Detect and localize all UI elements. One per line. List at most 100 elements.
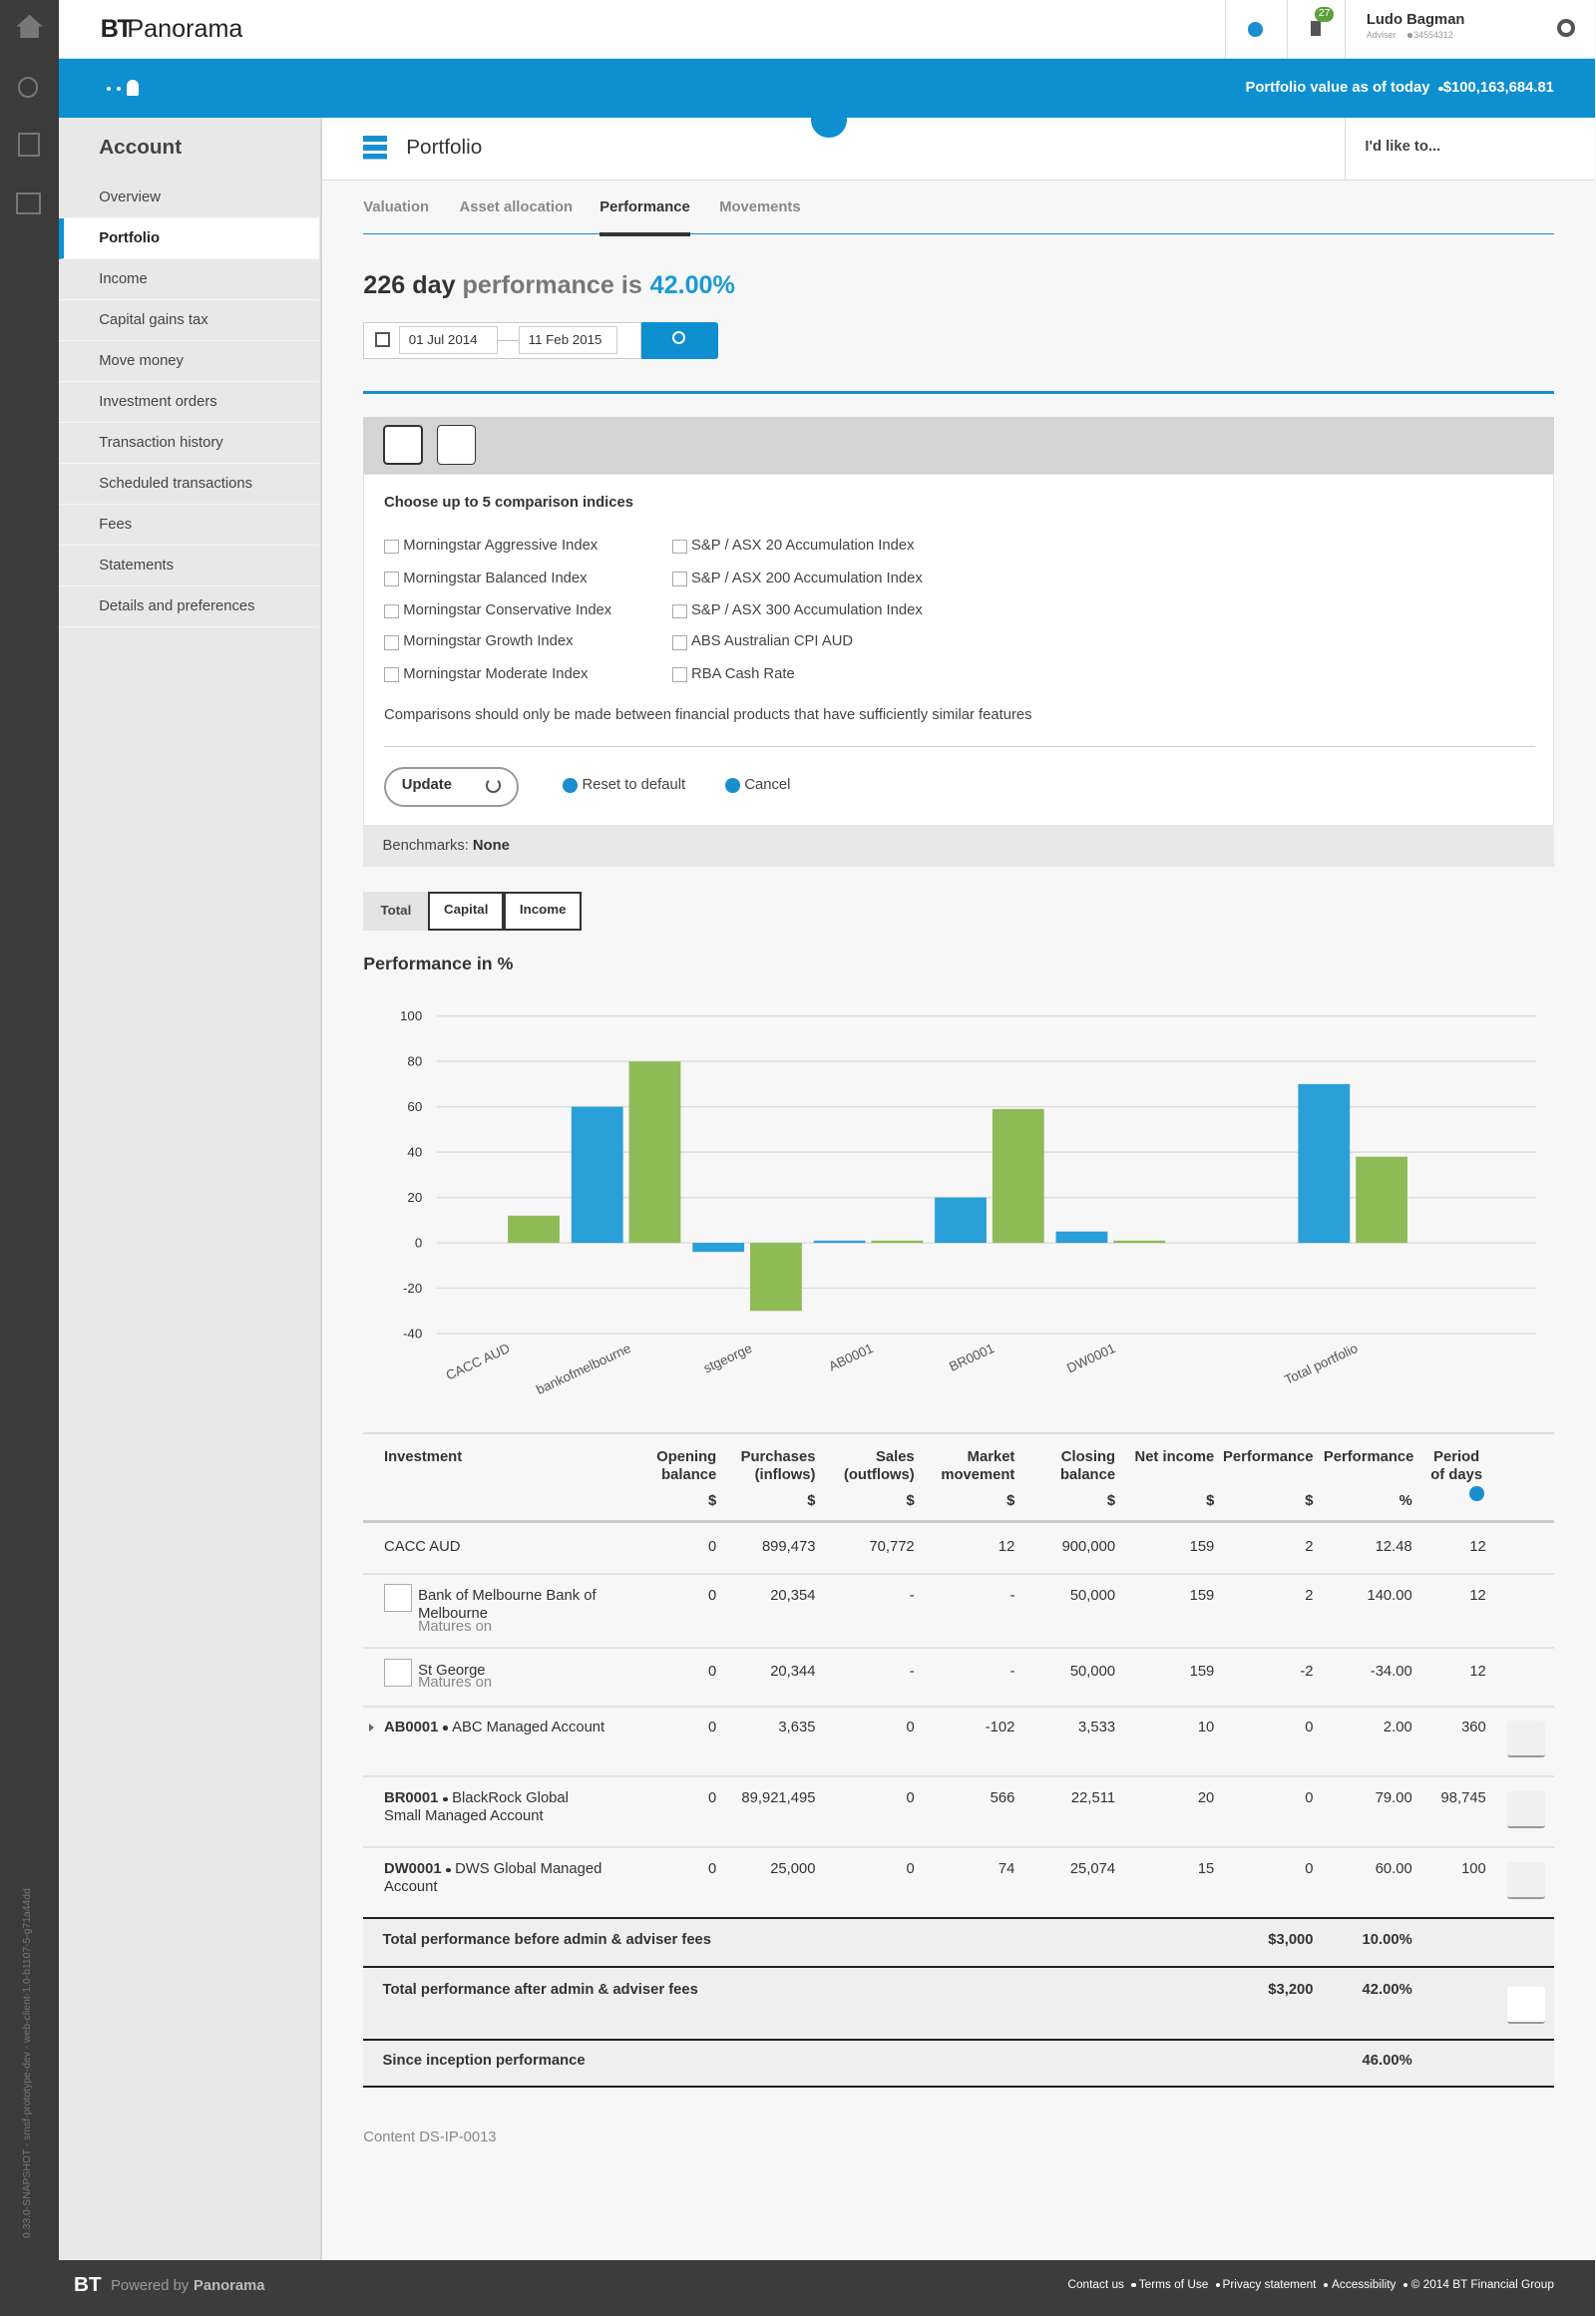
index-label[interactable]: ABS Australian CPI AUD bbox=[691, 633, 854, 650]
y-tick-label: 40 bbox=[408, 1145, 423, 1160]
checkbox[interactable] bbox=[671, 634, 687, 650]
reset-link[interactable]: Reset to default bbox=[582, 776, 686, 793]
holding-icon bbox=[384, 1659, 413, 1688]
page-title: Portfolio bbox=[406, 136, 483, 160]
checkbox[interactable] bbox=[671, 667, 687, 683]
separator-dot bbox=[1131, 2282, 1136, 2288]
checkbox[interactable] bbox=[384, 634, 399, 650]
settings-icon[interactable] bbox=[1556, 19, 1575, 38]
checkbox[interactable] bbox=[384, 539, 399, 555]
menu-icon[interactable] bbox=[363, 136, 387, 160]
cell: 140.00 bbox=[1367, 1588, 1412, 1604]
tab[interactable]: Movements bbox=[719, 198, 801, 215]
search-icon[interactable] bbox=[17, 77, 39, 98]
total-label: Total performance before admin & adviser… bbox=[382, 1932, 712, 1949]
footer-powered: Powered by bbox=[111, 2277, 190, 2294]
footer-link[interactable]: Terms of Use bbox=[1138, 2277, 1209, 2292]
help-icon[interactable] bbox=[1248, 22, 1264, 37]
nav-item-bg[interactable] bbox=[59, 259, 319, 301]
view-toggle[interactable]: Income bbox=[503, 892, 583, 931]
tasks-icon[interactable] bbox=[17, 133, 40, 157]
expand-arrow[interactable] bbox=[369, 1724, 375, 1733]
nav-item[interactable]: Income bbox=[99, 270, 148, 287]
nav-item-bg[interactable] bbox=[59, 586, 319, 628]
action-menu[interactable]: I'd like to... bbox=[1365, 139, 1441, 156]
nav-item[interactable]: Capital gains tax bbox=[99, 311, 208, 328]
docs-icon[interactable] bbox=[16, 192, 42, 214]
separator-dot bbox=[1323, 2282, 1329, 2288]
checkbox[interactable] bbox=[384, 667, 399, 683]
index-label[interactable]: S&P / ASX 20 Accumulation Index bbox=[691, 538, 915, 555]
date-to[interactable]: 11 Feb 2015 bbox=[518, 326, 617, 355]
tab[interactable]: Valuation bbox=[363, 198, 430, 215]
chart: -40 -20 0 20 40 60 80 100 CACC AUD bankofmelbourn… bbox=[400, 1008, 1537, 1397]
nav-item[interactable]: Overview bbox=[99, 189, 161, 205]
nav-item[interactable]: Investment orders bbox=[99, 393, 217, 410]
collapse-toggle[interactable] bbox=[811, 102, 847, 138]
nav-item[interactable]: Move money bbox=[99, 352, 184, 369]
nav-item-bg[interactable] bbox=[59, 546, 319, 587]
x-tick-label: stgeorge bbox=[701, 1341, 754, 1375]
compare-button[interactable] bbox=[382, 425, 423, 466]
tab[interactable]: Performance bbox=[599, 198, 690, 215]
nav-item-bg[interactable] bbox=[59, 464, 319, 506]
checkbox[interactable] bbox=[384, 572, 399, 586]
nav-item[interactable]: Scheduled transactions bbox=[99, 475, 253, 492]
view-toggle[interactable]: Total bbox=[363, 892, 429, 931]
chart-button[interactable] bbox=[437, 425, 476, 466]
row-name: ABC Managed Account bbox=[452, 1719, 605, 1736]
cell: - bbox=[909, 1663, 915, 1680]
index-label[interactable]: Morningstar Growth Index bbox=[403, 633, 574, 650]
index-label[interactable]: S&P / ASX 300 Accumulation Index bbox=[691, 602, 923, 619]
row-subtitle: Matures on bbox=[418, 1675, 493, 1692]
total-amount: $3,200 bbox=[1268, 1982, 1314, 1999]
footer-link[interactable]: © 2014 BT Financial Group bbox=[1410, 2277, 1554, 2292]
nav-item-bg[interactable] bbox=[59, 505, 319, 547]
index-label[interactable]: Morningstar Moderate Index bbox=[403, 665, 589, 682]
footer-link[interactable]: Accessibility bbox=[1332, 2277, 1396, 2292]
index-label[interactable]: S&P / ASX 200 Accumulation Index bbox=[691, 570, 923, 586]
flag-icon[interactable] bbox=[1310, 20, 1321, 36]
nav-item[interactable]: Portfolio bbox=[99, 229, 161, 246]
tab[interactable]: Asset allocation bbox=[459, 198, 574, 215]
download-button[interactable] bbox=[1506, 1862, 1546, 1900]
col-header: Sales (outflows) bbox=[843, 1448, 915, 1483]
download-button[interactable] bbox=[1506, 1791, 1546, 1829]
nav-item[interactable]: Details and preferences bbox=[99, 597, 255, 614]
download-button[interactable] bbox=[1506, 1721, 1546, 1758]
nav-item-bg[interactable] bbox=[59, 178, 319, 219]
index-label[interactable]: Morningstar Conservative Index bbox=[403, 602, 612, 619]
footer-link[interactable]: Privacy statement bbox=[1222, 2277, 1317, 2292]
separator-dot bbox=[1438, 86, 1443, 92]
nav-item-bg[interactable] bbox=[59, 341, 319, 383]
nav-item-bg[interactable] bbox=[59, 300, 319, 342]
index-label[interactable]: RBA Cash Rate bbox=[691, 665, 795, 682]
cancel-link[interactable]: Cancel bbox=[744, 776, 791, 793]
col-unit: $ bbox=[1106, 1493, 1116, 1510]
index-label[interactable]: Morningstar Aggressive Index bbox=[403, 538, 598, 555]
date-from[interactable]: 01 Jul 2014 bbox=[398, 326, 499, 355]
date-arrow bbox=[498, 339, 519, 342]
footer-product: Panorama bbox=[193, 2277, 265, 2294]
footer-link[interactable]: Contact us bbox=[1067, 2277, 1124, 2292]
update-label[interactable]: Update bbox=[401, 776, 452, 793]
checkbox[interactable] bbox=[671, 572, 687, 586]
view-toggle[interactable]: Capital bbox=[428, 892, 504, 931]
checkbox[interactable] bbox=[384, 603, 399, 619]
home-icon[interactable] bbox=[16, 14, 43, 39]
nav-item-bg[interactable] bbox=[59, 423, 319, 465]
nav-item[interactable]: Fees bbox=[99, 516, 133, 533]
compare-heading: Choose up to 5 comparison indices bbox=[384, 495, 633, 512]
row-code: BR0001 bbox=[384, 1789, 439, 1806]
cell: 98,745 bbox=[1440, 1789, 1486, 1806]
download-button[interactable] bbox=[1506, 1986, 1546, 2024]
checkbox[interactable] bbox=[671, 603, 687, 619]
nav-item-bg[interactable] bbox=[59, 218, 319, 260]
nav-item-bg[interactable] bbox=[59, 382, 319, 424]
col-unit: $ bbox=[807, 1493, 816, 1510]
client-icon bbox=[127, 79, 140, 97]
nav-item[interactable]: Statements bbox=[99, 557, 175, 574]
checkbox[interactable] bbox=[671, 539, 687, 555]
nav-item[interactable]: Transaction history bbox=[99, 434, 223, 451]
index-label[interactable]: Morningstar Balanced Index bbox=[403, 570, 588, 586]
